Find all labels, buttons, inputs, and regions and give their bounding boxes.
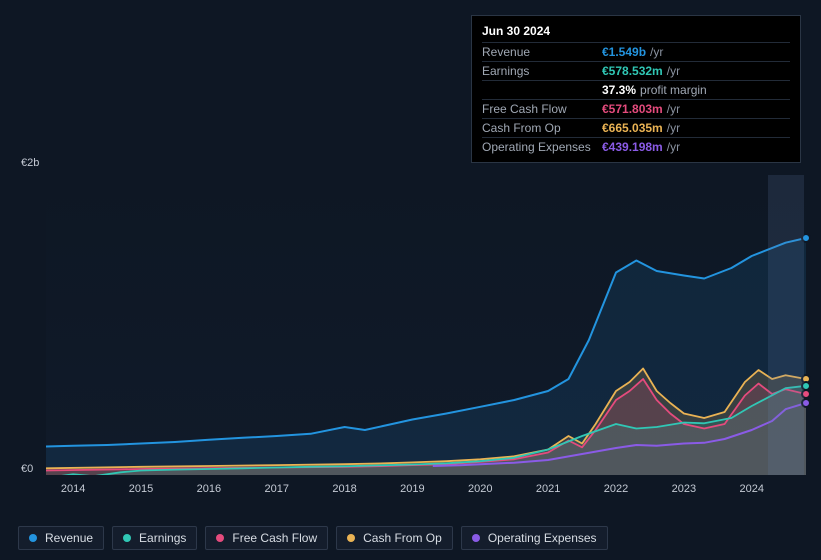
x-tick: 2020 <box>468 483 492 495</box>
y-tick-bottom: €0 <box>21 463 33 475</box>
tooltip-subrow: 37.3% profit margin <box>482 80 790 99</box>
tooltip-row-unit: /yr <box>667 64 680 78</box>
tooltip-row-value: €1.549b <box>602 45 646 59</box>
x-tick: 2014 <box>61 483 85 495</box>
tooltip-row-value: €571.803m <box>602 102 663 116</box>
tooltip-row-unit: /yr <box>667 121 680 135</box>
legend-label: Cash From Op <box>363 531 442 545</box>
series-end-dot <box>801 398 811 408</box>
tooltip-row-value: €439.198m <box>602 140 663 154</box>
legend-dot <box>123 534 131 542</box>
tooltip-row-unit: /yr <box>667 102 680 116</box>
tooltip-row-unit: /yr <box>667 140 680 154</box>
plot-svg <box>46 175 806 475</box>
tooltip-row-value: €665.035m <box>602 121 663 135</box>
x-tick: 2018 <box>332 483 356 495</box>
x-tick: 2022 <box>604 483 628 495</box>
tooltip-row: Operating Expenses€439.198m/yr <box>482 137 790 156</box>
tooltip-row: Revenue€1.549b/yr <box>482 42 790 61</box>
tooltip-row-label: Revenue <box>482 45 602 59</box>
legend-dot <box>472 534 480 542</box>
legend-item-free-cash-flow[interactable]: Free Cash Flow <box>205 526 328 550</box>
x-tick: 2015 <box>129 483 153 495</box>
legend-label: Operating Expenses <box>488 531 597 545</box>
tooltip-row: Free Cash Flow€571.803m/yr <box>482 99 790 118</box>
y-tick-top: €2b <box>21 157 39 169</box>
tooltip-row-value: €578.532m <box>602 64 663 78</box>
chart-container: Jun 30 2024 Revenue€1.549b/yrEarnings€57… <box>0 0 821 560</box>
tooltip-row: Earnings€578.532m/yr <box>482 61 790 80</box>
legend-label: Earnings <box>139 531 186 545</box>
tooltip-row-label: Free Cash Flow <box>482 102 602 116</box>
chart-area: €2b €0 201420152016201720182019202020212… <box>0 155 821 505</box>
tooltip-row-label: Earnings <box>482 64 602 78</box>
legend-item-revenue[interactable]: Revenue <box>18 526 104 550</box>
series-end-dot <box>801 381 811 391</box>
plot-region[interactable] <box>46 175 806 475</box>
x-tick: 2021 <box>536 483 560 495</box>
tooltip-row-label: Operating Expenses <box>482 140 602 154</box>
legend-label: Free Cash Flow <box>232 531 317 545</box>
x-tick: 2024 <box>739 483 763 495</box>
legend-item-earnings[interactable]: Earnings <box>112 526 197 550</box>
x-tick: 2023 <box>672 483 696 495</box>
hover-tooltip: Jun 30 2024 Revenue€1.549b/yrEarnings€57… <box>471 15 801 163</box>
legend-dot <box>29 534 37 542</box>
x-tick: 2019 <box>400 483 424 495</box>
tooltip-sub-text: profit margin <box>640 83 707 97</box>
x-axis: 2014 2015 2016 2017 2018 2019 2020 2021 2022 2023… <box>46 483 806 503</box>
legend-label: Revenue <box>45 531 93 545</box>
x-tick: 2017 <box>264 483 288 495</box>
tooltip-row-unit: /yr <box>650 45 663 59</box>
legend-dot <box>216 534 224 542</box>
legend-item-operating-expenses[interactable]: Operating Expenses <box>461 526 608 550</box>
legend: Revenue Earnings Free Cash Flow Cash From O… <box>18 526 608 550</box>
tooltip-date: Jun 30 2024 <box>482 22 790 42</box>
legend-dot <box>347 534 355 542</box>
tooltip-row-label: Cash From Op <box>482 121 602 135</box>
x-tick: 2016 <box>197 483 221 495</box>
series-end-dot <box>801 233 811 243</box>
tooltip-row: Cash From Op€665.035m/yr <box>482 118 790 137</box>
tooltip-sub-pct: 37.3% <box>602 83 636 97</box>
legend-item-cash-from-op[interactable]: Cash From Op <box>336 526 453 550</box>
